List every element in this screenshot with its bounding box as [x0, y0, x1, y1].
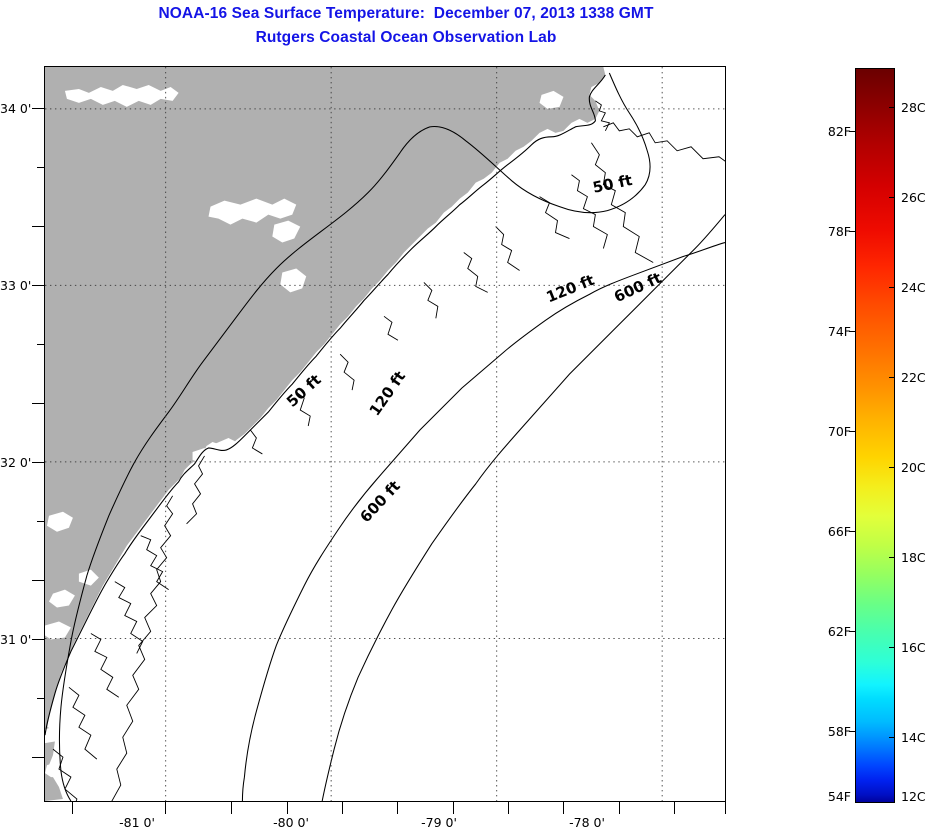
lon-tick-major--79 [619, 802, 620, 814]
lat-label-34: 34 0' [0, 101, 32, 116]
cblabel-82f: 82F [827, 124, 851, 139]
cbtick-70f [849, 431, 855, 432]
cblabel-14c: 14C [901, 730, 926, 745]
contour-600ft [321, 214, 725, 801]
lon-tick-minor-c [287, 802, 288, 814]
lon-label--80: -80 0' [273, 815, 309, 830]
lat-tick-minor-32-20 [32, 403, 44, 404]
lon-label--81: -81 0' [119, 815, 155, 830]
lon-tick-minor-e [453, 802, 454, 814]
lon-tick-minor-h [674, 802, 675, 814]
cbtick-74f [849, 331, 855, 332]
lat-label-32: 32 0' [0, 455, 32, 470]
land-mask-mainland [45, 67, 606, 742]
cblabel-18c: 18C [901, 550, 926, 565]
title-line-1: NOAA-16 Sea Surface Temperature: Decembe… [158, 5, 654, 22]
lat-tick-minor-33-20 [32, 226, 44, 227]
cblabel-28c: 28C [901, 100, 926, 115]
coastline-detail [52, 100, 725, 801]
lat-tick-minor-32-40 [37, 344, 44, 345]
cblabel-24c: 24C [901, 280, 926, 295]
land-mask-southern-wedge [45, 725, 63, 801]
lat-tick-minor-33-40 [37, 167, 44, 168]
cbtick-28c [889, 107, 895, 108]
map-canvas [45, 67, 725, 801]
cblabel-66f: 66F [827, 524, 851, 539]
cbtick-14c [889, 737, 895, 738]
cblabel-54f: 54F [827, 789, 851, 804]
cbtick-16c [889, 647, 895, 648]
cblabel-26c: 26C [901, 190, 926, 205]
lat-label-31: 31 0' [0, 632, 32, 647]
cbtick-18c [889, 557, 895, 558]
contour-120ft [241, 242, 725, 801]
cblabel-74f: 74F [827, 324, 851, 339]
lon-tick-minor-g [563, 802, 564, 814]
cblabel-78f: 78F [827, 224, 851, 239]
cbtick-24c [889, 287, 895, 288]
title-line-2: Rutgers Coastal Ocean Observation Lab [255, 29, 557, 46]
cbtick-20c [889, 467, 895, 468]
lon-tick-minor-d [342, 802, 343, 814]
lon-tick-minor-i [725, 802, 726, 814]
lat-tick-minor-30-40 [37, 698, 44, 699]
lat-tick-minor-31-40 [37, 521, 44, 522]
lat-tick-minor-31-20 [32, 580, 44, 581]
lat-tick-major-32 [32, 462, 44, 463]
colorbar-gradient [856, 69, 894, 802]
cblabel-70f: 70F [827, 424, 851, 439]
cbtick-78f [849, 231, 855, 232]
cblabel-20c: 20C [901, 460, 926, 475]
lon-tick-major--80 [397, 802, 398, 814]
cblabel-16c: 16C [901, 640, 926, 655]
lat-tick-minor-30-20 [32, 757, 44, 758]
cbtick-62f [849, 631, 855, 632]
lat-tick-major-31 [32, 639, 44, 640]
temperature-colorbar[interactable] [855, 68, 895, 803]
cbtick-22c [889, 377, 895, 378]
cblabel-58f: 58F [827, 724, 851, 739]
coastline [45, 74, 606, 736]
gridlines [45, 67, 725, 801]
contour-50ft [58, 72, 651, 801]
cblabel-62f: 62F [827, 624, 851, 639]
cblabel-12c: 12C [901, 789, 926, 804]
lat-tick-major-34 [32, 108, 44, 109]
cblabel-22c: 22C [901, 370, 926, 385]
chart-title: NOAA-16 Sea Surface Temperature: Decembe… [0, 2, 812, 50]
lon-label--79: -79 0' [421, 815, 457, 830]
lon-tick-minor-b [231, 802, 232, 814]
lat-label-33: 33 0' [0, 278, 32, 293]
cbtick-66f [849, 531, 855, 532]
lon-label--78: -78 0' [569, 815, 605, 830]
lon-tick-major--81 [165, 802, 166, 814]
lon-tick-minor-f [508, 802, 509, 814]
cbtick-82f [849, 131, 855, 132]
cbtick-58f [849, 731, 855, 732]
sst-map-plot[interactable]: 50 ft 120 ft 600 ft 50 ft 120 ft 600 ft [44, 66, 726, 802]
cbtick-26c [889, 197, 895, 198]
lat-tick-major-33 [32, 285, 44, 286]
lon-tick-minor-a [72, 802, 73, 814]
